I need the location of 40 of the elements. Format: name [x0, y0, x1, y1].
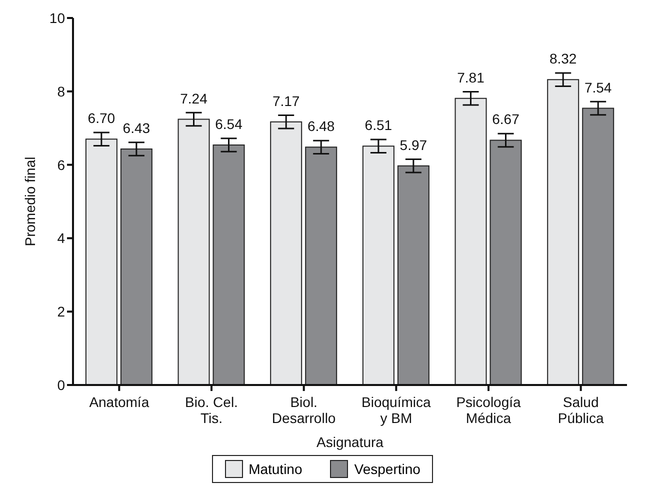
data-label: 7.81: [457, 69, 485, 86]
x-tick-label: Biol. Desarrollo: [272, 394, 336, 426]
y-tick-label: 6: [57, 156, 66, 173]
x-tick-label: Salud Pública: [558, 394, 604, 426]
y-tick-label: 2: [57, 304, 66, 320]
y-tick-label: 10: [49, 10, 66, 26]
data-label: 6.70: [88, 110, 116, 126]
bar: [85, 138, 118, 385]
data-label: 6.43: [122, 120, 150, 136]
data-label: 7.24: [180, 90, 208, 106]
data-label: 6.48: [307, 118, 335, 134]
bar: [547, 79, 580, 385]
y-tick-label: 4: [57, 230, 66, 246]
data-label: 6.51: [364, 117, 392, 134]
data-label: 8.32: [549, 50, 577, 67]
bar: [397, 165, 430, 385]
bar: [212, 144, 245, 385]
y-axis-title: Promedio final: [22, 156, 38, 246]
data-label: 6.67: [492, 111, 520, 128]
x-tick-label: Anatomía: [89, 394, 150, 410]
bar: [362, 146, 394, 385]
bar: [270, 121, 302, 385]
bar: [454, 98, 487, 385]
x-tick-label: Psicología Médica: [456, 394, 522, 426]
y-tick-label: 8: [57, 83, 66, 100]
bar: [178, 118, 210, 385]
x-tick-label: Bioquímica y BM: [362, 394, 432, 426]
bar: [582, 108, 614, 385]
data-label: 7.54: [584, 79, 612, 96]
x-axis-title: Asignatura: [316, 434, 384, 450]
legend-label: Vespertino: [353, 460, 420, 478]
y-tick-label: 0: [57, 376, 66, 393]
x-tick-label: Bio. Cel. Tis.: [185, 394, 238, 426]
bar: [305, 146, 338, 385]
data-label: 7.17: [272, 92, 300, 109]
legend-label: Matutino: [248, 460, 302, 478]
bar: [120, 148, 152, 385]
bar: [490, 140, 522, 385]
data-label: 5.97: [400, 136, 428, 153]
data-label: 6.54: [215, 116, 243, 132]
